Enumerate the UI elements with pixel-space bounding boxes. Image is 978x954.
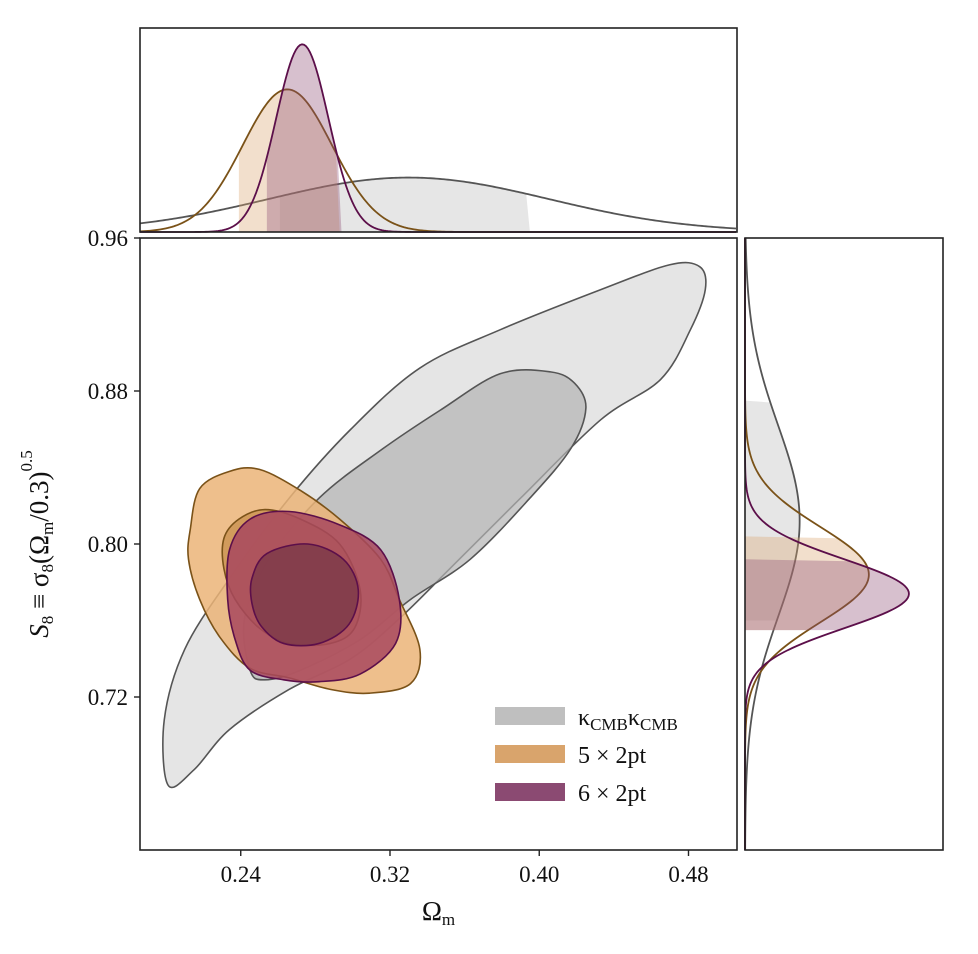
legend-label-part: CMB [590,715,628,734]
x-tick-label: 0.24 [221,862,262,887]
marginal-fill-omega-62pt [266,44,342,233]
y-label-part: S [24,624,54,638]
marginal-fill-omega-kcmbkcmb [279,177,530,232]
x-tick-label: 0.40 [519,862,559,887]
marginal-curve-s8-kcmbkcmb [744,237,801,851]
marginal-fill-s8-62pt [745,559,909,631]
marginal-fill-s8-52pt [745,536,869,631]
y-label-part: 8 [38,616,57,625]
legend-label: κCMBκCMB [578,705,678,734]
y-tick-label: 0.72 [88,685,128,710]
y-label-part: (Ω [24,535,54,564]
legend-swatch [495,783,565,801]
right-marginal-frame [744,237,944,851]
legend-swatch [495,745,565,763]
y-tick-label: 0.88 [88,379,128,404]
x-axis-label: Ωm [422,896,455,929]
y-label-part: 8 [38,564,57,573]
x-tick-label: 0.48 [668,862,708,887]
y-label-part: /0.3) [24,471,54,521]
top-marginal-frame [139,27,738,233]
y-tick-label: 0.80 [88,532,128,557]
y-label-part: m [38,522,57,535]
marginal-fill-s8-kcmbkcmb [745,400,800,621]
marginal-curve-omega-kcmbkcmb [139,176,737,230]
legend-label: 5 × 2pt [578,743,647,769]
x-label-main: Ω [422,896,442,926]
y-axis-label: S8 ≡ σ8(Ωm/0.3)0.5 [17,450,57,638]
legend-label-part: κ [578,705,590,731]
x-tick-label: 0.32 [370,862,410,887]
y-tick-label: 0.96 [88,226,128,251]
y-label-part: 0.5 [17,450,36,471]
x-label-sub: m [442,910,455,929]
contour-layer [162,261,707,789]
legend-label-part: CMB [640,715,678,734]
marginal-fill-omega-52pt [238,89,340,233]
legend-swatch [495,707,565,725]
legend-label-part: κ [628,705,640,731]
contour-68-62pt [249,543,360,647]
legend-label: 6 × 2pt [578,781,647,807]
y-label-part: ≡ σ [24,572,54,616]
